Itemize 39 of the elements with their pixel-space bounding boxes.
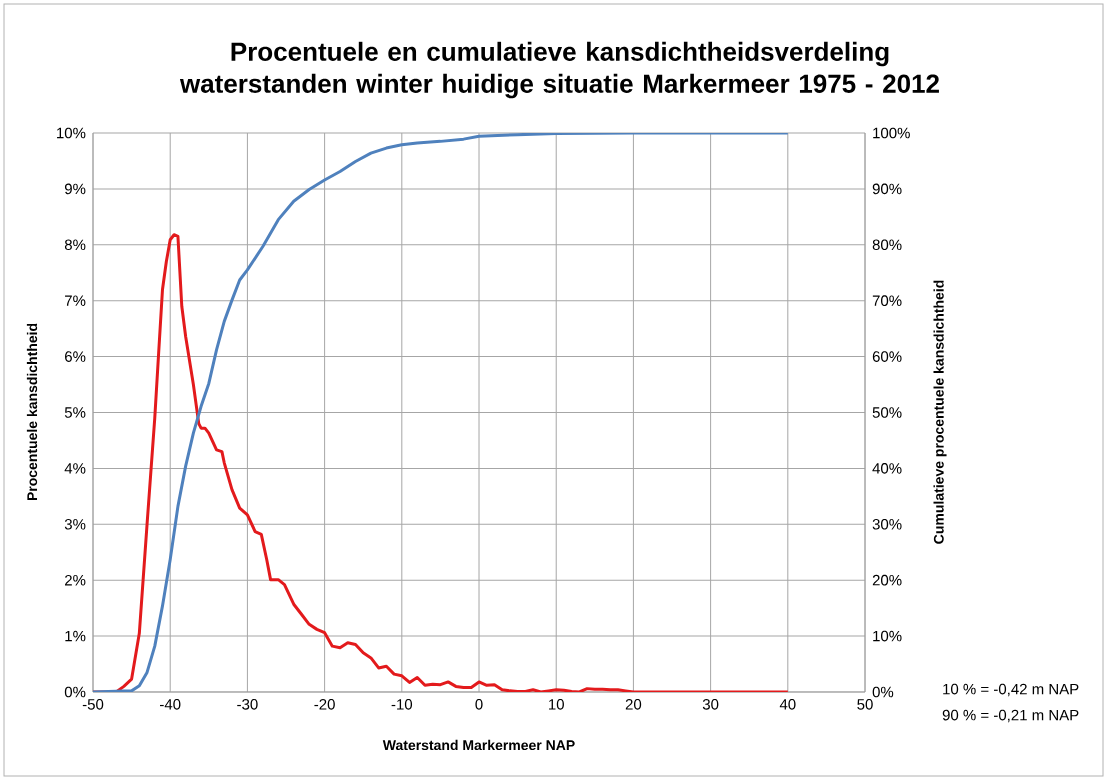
y-tick-label: 5% bbox=[64, 407, 86, 418]
text: 10 % = -0,42 m NAP bbox=[943, 683, 1079, 697]
x-tick-label: -50 bbox=[82, 699, 104, 710]
x-tick-label: -10 bbox=[391, 699, 413, 710]
x-tick-label: 10 bbox=[549, 699, 564, 710]
y-tick-label: 7% bbox=[65, 295, 86, 306]
x-axis-title: Waterstand Markermeer NAP bbox=[382, 739, 575, 751]
x-tick-label: 50 bbox=[857, 699, 873, 710]
y2-tick-label: 80% bbox=[872, 239, 902, 251]
y2-tick-label: 60% bbox=[872, 351, 902, 362]
y2-tick-label: 50% bbox=[872, 407, 902, 418]
x-tick-label: 40 bbox=[779, 699, 796, 710]
y-tick-label: 8% bbox=[64, 239, 86, 251]
x-tick-label: -30 bbox=[237, 699, 258, 710]
x-tick-label: 30 bbox=[702, 699, 719, 710]
y2-tick-label: 0% bbox=[872, 686, 894, 698]
y-tick-label: 0% bbox=[64, 686, 86, 698]
y2-tick-label: 90% bbox=[872, 183, 902, 195]
chart-title: Procentuele en cumulatieve kansdichtheidsverdeling waterstanden winter huidige situatie Markermeer 1975 - 2012 bbox=[179, 41, 939, 99]
y-tick-label: 3% bbox=[64, 518, 86, 530]
y2-tick-label: 40% bbox=[872, 463, 902, 474]
y-axis-title: Procentuele kansdichtheid bbox=[26, 323, 38, 501]
y-tick-label: 1% bbox=[65, 630, 86, 642]
y2-tick-label: 70% bbox=[872, 295, 902, 307]
y2-tick-label: 20% bbox=[872, 574, 902, 586]
y-tick-label: 4% bbox=[64, 463, 86, 474]
text: 90 % = -0,21 m NAP bbox=[942, 709, 1079, 723]
y2-tick-label: 10% bbox=[873, 630, 902, 642]
y-tick-label: 6% bbox=[65, 351, 86, 362]
y2-tick-label: 30% bbox=[872, 518, 902, 530]
x-tick-label: 20 bbox=[625, 699, 642, 710]
x-tick-label: 0 bbox=[475, 699, 483, 710]
y-tick-label: 9% bbox=[64, 183, 86, 195]
x-tick-label: -20 bbox=[314, 699, 335, 710]
x-tick-label: -40 bbox=[160, 699, 181, 710]
y-tick-label: 10% bbox=[57, 127, 86, 139]
y-tick-label: 2% bbox=[65, 574, 86, 586]
y2-axis-title: Cumulatieve procentuele kansdichtheid bbox=[933, 280, 947, 544]
y2-tick-label: 100% bbox=[873, 127, 910, 139]
